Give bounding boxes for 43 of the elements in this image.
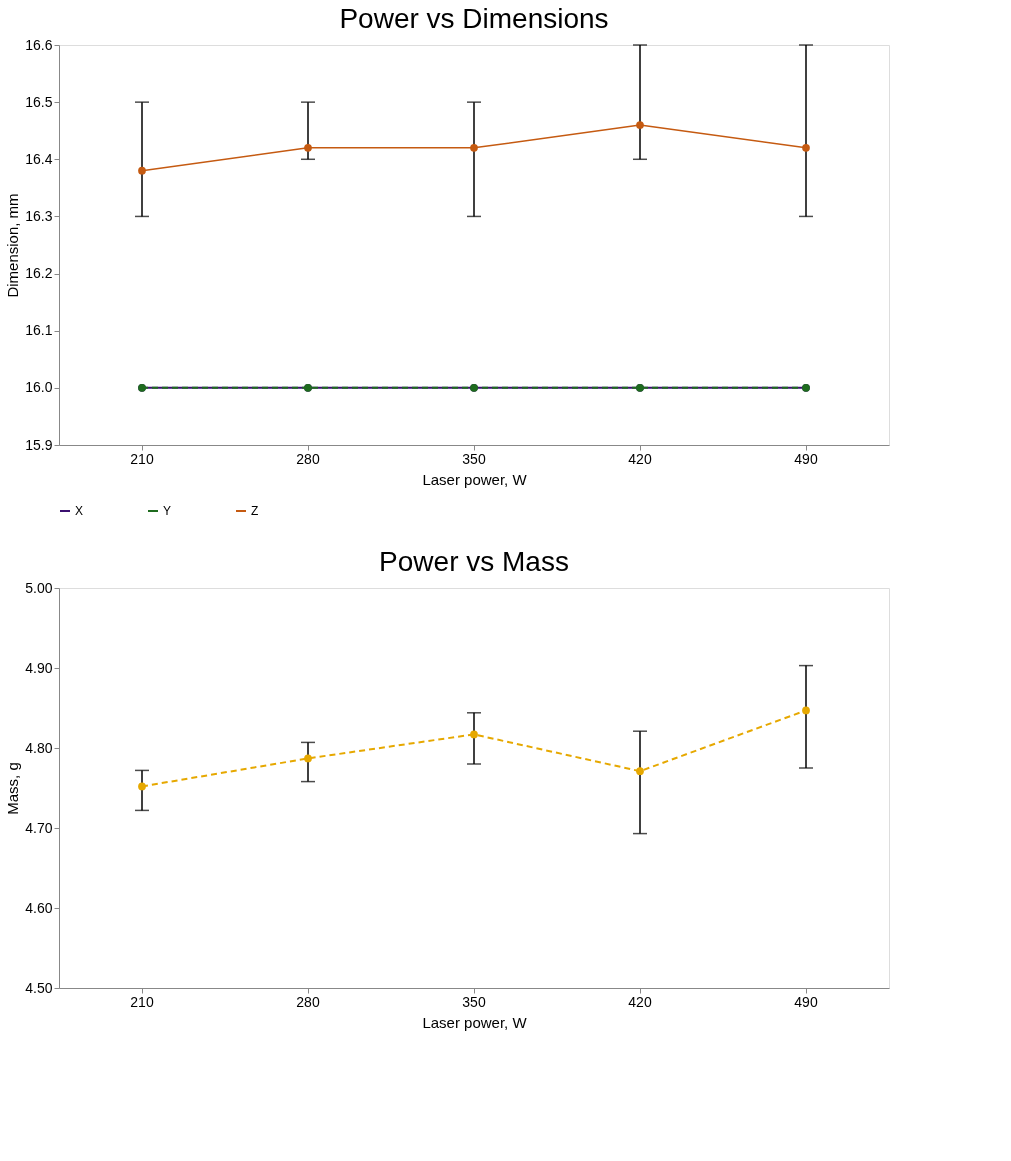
point — [802, 706, 810, 715]
x-tick-label: 490 — [794, 450, 818, 467]
y-tick-label: 4.50 — [25, 979, 53, 996]
x-tick-label: 280 — [296, 993, 320, 1010]
legend-label: Z — [251, 504, 259, 518]
y-tick-label: 16.3 — [25, 207, 53, 224]
x-axis-title: Laser power, W — [422, 470, 528, 488]
y-tick-label: 16.6 — [25, 36, 53, 53]
y-tick-label: 4.80 — [25, 739, 53, 756]
y-tick-label: 4.90 — [25, 659, 53, 676]
y-tick-label: 4.60 — [25, 899, 53, 916]
x-tick-label: 420 — [628, 450, 652, 467]
x-tick-label: 420 — [628, 993, 652, 1010]
y-tick-label: 5.00 — [25, 579, 53, 596]
x-tick-label: 210 — [130, 993, 154, 1010]
point — [636, 121, 644, 129]
y-tick-label: 4.70 — [25, 819, 53, 836]
point — [636, 767, 644, 776]
x-tick-label: 210 — [130, 450, 154, 467]
y-axis-title: Dimension, mm — [4, 193, 22, 298]
point — [304, 143, 312, 152]
y-axis-title: Mass, g — [4, 762, 22, 815]
x-tick-label: 350 — [462, 450, 486, 467]
point — [138, 166, 146, 175]
x-axis-title: Laser power, W — [422, 1013, 528, 1031]
point — [470, 730, 478, 739]
y-tick-label: 16.1 — [25, 322, 53, 339]
x-tick-label: 490 — [794, 993, 818, 1010]
y-tick-label: 16.5 — [25, 93, 53, 110]
point — [802, 143, 810, 152]
legend-label: Y — [163, 504, 172, 518]
y-tick-label: 15.9 — [25, 436, 53, 453]
legend-label: X — [75, 504, 84, 518]
chart-title: Power vs Dimensions — [339, 3, 609, 34]
x-tick-label: 280 — [296, 450, 320, 467]
point — [304, 754, 312, 763]
y-tick-label: 16.2 — [25, 265, 53, 282]
chart-title: Power vs Mass — [379, 546, 569, 577]
y-tick-label: 16.0 — [25, 379, 53, 396]
y-tick-label: 16.4 — [25, 150, 53, 167]
point — [470, 143, 478, 152]
x-tick-label: 350 — [462, 993, 486, 1010]
point — [138, 782, 146, 791]
